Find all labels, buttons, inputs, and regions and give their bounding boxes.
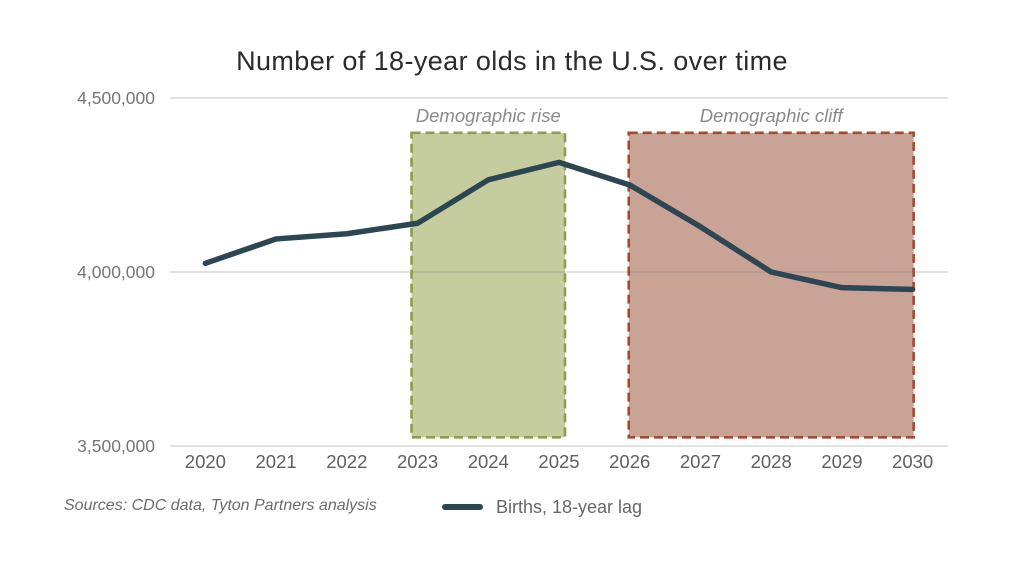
x-tick-label-2027: 2027 xyxy=(680,451,721,472)
x-tick-label-2023: 2023 xyxy=(397,451,438,472)
x-tick-label-2024: 2024 xyxy=(468,451,509,472)
region-fill-demographic-cliff xyxy=(628,132,914,438)
x-tick-label-2025: 2025 xyxy=(538,451,579,472)
y-tick-label-4000000: 4,000,000 xyxy=(77,262,155,282)
region-border-demographic-cliff xyxy=(627,131,915,439)
legend-line-swatch xyxy=(442,504,483,510)
x-tick-label-2029: 2029 xyxy=(821,451,862,472)
y-tick-label-4500000: 4,500,000 xyxy=(77,88,155,108)
region-fill-demographic-rise xyxy=(411,132,565,438)
x-tick-label-2022: 2022 xyxy=(326,451,367,472)
legend: Births, 18-year lag xyxy=(442,496,642,518)
source-note: Sources: CDC data, Tyton Partners analys… xyxy=(64,497,377,514)
line-series-0 xyxy=(202,159,916,293)
x-tick-label-2020: 2020 xyxy=(185,451,226,472)
region-label-demographic-cliff: Demographic cliff xyxy=(700,105,845,126)
region-border-demographic-rise xyxy=(410,131,567,439)
y-tick-label-3500000: 3,500,000 xyxy=(77,436,155,456)
x-tick-label-2026: 2026 xyxy=(609,451,650,472)
x-tick-label-2021: 2021 xyxy=(256,451,297,472)
chart-title: Number of 18-year olds in the U.S. over … xyxy=(236,46,788,76)
x-tick-label-2030: 2030 xyxy=(892,451,933,472)
x-tick-label-2028: 2028 xyxy=(751,451,792,472)
legend-label: Births, 18-year lag xyxy=(496,496,643,517)
region-label-demographic-rise: Demographic rise xyxy=(416,105,561,126)
